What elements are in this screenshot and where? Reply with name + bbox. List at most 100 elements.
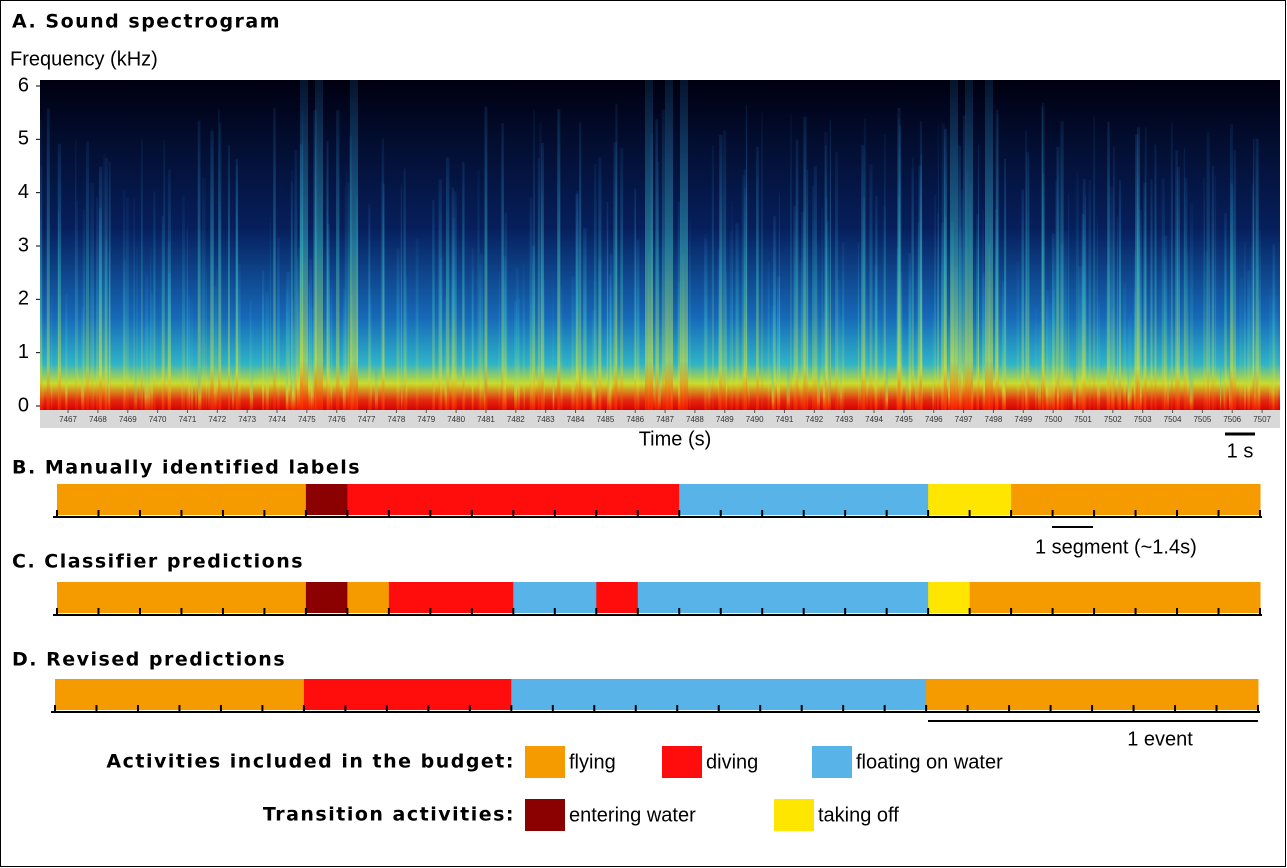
spectrogram-streak — [1055, 179, 1058, 410]
spectrogram-streak — [344, 186, 346, 410]
segment — [347, 484, 390, 515]
spectrogram-streak — [994, 209, 998, 410]
spectrogram-streak — [950, 80, 958, 410]
spectrogram-streak — [477, 169, 480, 410]
spectrogram-streak — [188, 294, 191, 410]
segment — [1177, 484, 1220, 515]
spectrogram-streak — [368, 204, 371, 410]
spectrogram-streak — [657, 161, 660, 410]
spectrogram-streak — [163, 139, 166, 410]
spectrogram-streak — [1049, 304, 1053, 410]
spectrogram-streak — [1243, 241, 1246, 410]
segment — [430, 582, 473, 613]
spectrogram-streak — [665, 80, 673, 410]
segment — [511, 679, 554, 710]
spectrogram-streak — [1206, 132, 1210, 411]
spectrogram-streak — [1233, 149, 1237, 410]
spectrogram-streak — [723, 130, 727, 410]
y-tick-label: 6 — [18, 74, 29, 96]
spectrogram-streak — [342, 308, 345, 410]
spectrogram-streak — [262, 270, 265, 410]
legend-swatch — [525, 799, 565, 831]
spectrogram-streak — [308, 284, 310, 410]
spectrogram-streak — [161, 215, 164, 410]
spectrogram-streak — [144, 325, 147, 410]
x-tick-label: 7490 — [746, 415, 764, 424]
spectrogram-streak — [985, 80, 993, 410]
spectrogram-streak — [237, 264, 241, 410]
spectrogram-streak — [859, 324, 861, 410]
spectrogram-streak — [199, 230, 202, 410]
spectrogram-streak — [235, 159, 239, 410]
segment — [469, 679, 512, 710]
x-tick-label: 7484 — [567, 415, 585, 424]
spectrogram-streak — [634, 188, 637, 410]
spectrogram-streak — [661, 109, 666, 410]
spectrogram-streak — [440, 257, 443, 410]
segment — [969, 582, 1012, 613]
spectrogram-streak — [1247, 270, 1250, 410]
legend-label: entering water — [569, 804, 696, 826]
segment — [1052, 484, 1095, 515]
spectrogram-streak — [982, 209, 984, 410]
segment — [926, 679, 969, 710]
legend-swatch — [812, 746, 852, 778]
spectrogram-streak — [821, 208, 824, 410]
spectrogram-streak — [515, 268, 519, 410]
segment — [928, 484, 971, 515]
segment — [388, 484, 431, 515]
segment — [303, 679, 346, 710]
spectrogram-streak — [480, 253, 484, 410]
spectrogram-streak — [560, 286, 563, 410]
segment — [886, 484, 929, 515]
spectrogram-streak — [795, 139, 799, 410]
spectrogram-streak — [1096, 215, 1098, 410]
spectrogram-streak — [932, 311, 934, 410]
y-tick-label: 5 — [18, 128, 29, 150]
spectrogram-streak — [472, 271, 474, 410]
segment — [57, 582, 99, 613]
x-tick-label: 7497 — [955, 415, 973, 424]
spectrogram-streak — [1175, 149, 1178, 411]
spectrogram-streak — [1067, 193, 1070, 410]
spectrogram-streak — [898, 118, 900, 410]
spectrogram-streak — [680, 80, 688, 410]
x-tick-label: 7505 — [1193, 415, 1211, 424]
spectrogram-streak — [249, 300, 252, 410]
spectrogram-streak — [103, 154, 105, 410]
spectrogram-streak — [1133, 250, 1136, 410]
x-tick-label: 7471 — [179, 415, 197, 424]
spectrogram-streak — [1183, 148, 1186, 410]
segment — [1011, 582, 1054, 613]
segment — [596, 582, 639, 613]
x-tick-label: 7493 — [835, 415, 853, 424]
y-tick-label: 3 — [18, 234, 29, 256]
x-tick-label: 7474 — [268, 415, 286, 424]
spectrogram-streak — [829, 119, 831, 411]
x-tick-label: 7492 — [805, 415, 823, 424]
spectrogram-streak — [962, 115, 966, 410]
scale-label: 1 event — [1127, 728, 1193, 750]
y-axis-label: Frequency (kHz) — [10, 48, 158, 70]
spectrogram-streak — [1269, 287, 1273, 410]
y-tick-label: 1 — [18, 341, 29, 363]
spectrogram-streak — [1082, 178, 1086, 410]
spectrogram-streak — [213, 286, 217, 410]
spectrogram-streak — [133, 197, 135, 410]
spectrogram-streak — [1127, 337, 1129, 410]
spectrogram-streak — [610, 253, 613, 410]
x-tick-label: 7495 — [895, 415, 913, 424]
spectrogram-streak — [498, 271, 501, 410]
spectrogram-streak — [296, 256, 299, 410]
x-tick-label: 7494 — [865, 415, 883, 424]
spectrogram-streak — [1004, 159, 1007, 410]
spectrogram-streak — [517, 298, 521, 410]
segment — [471, 582, 514, 613]
spectrogram-streak — [1088, 180, 1092, 410]
spectrogram-streak — [405, 275, 408, 410]
x-tick-label: 7506 — [1223, 415, 1241, 424]
segment — [1216, 679, 1259, 710]
spectrogram-streak — [976, 214, 980, 410]
spectrogram-streak — [725, 272, 728, 410]
spectrogram-streak — [41, 317, 44, 410]
